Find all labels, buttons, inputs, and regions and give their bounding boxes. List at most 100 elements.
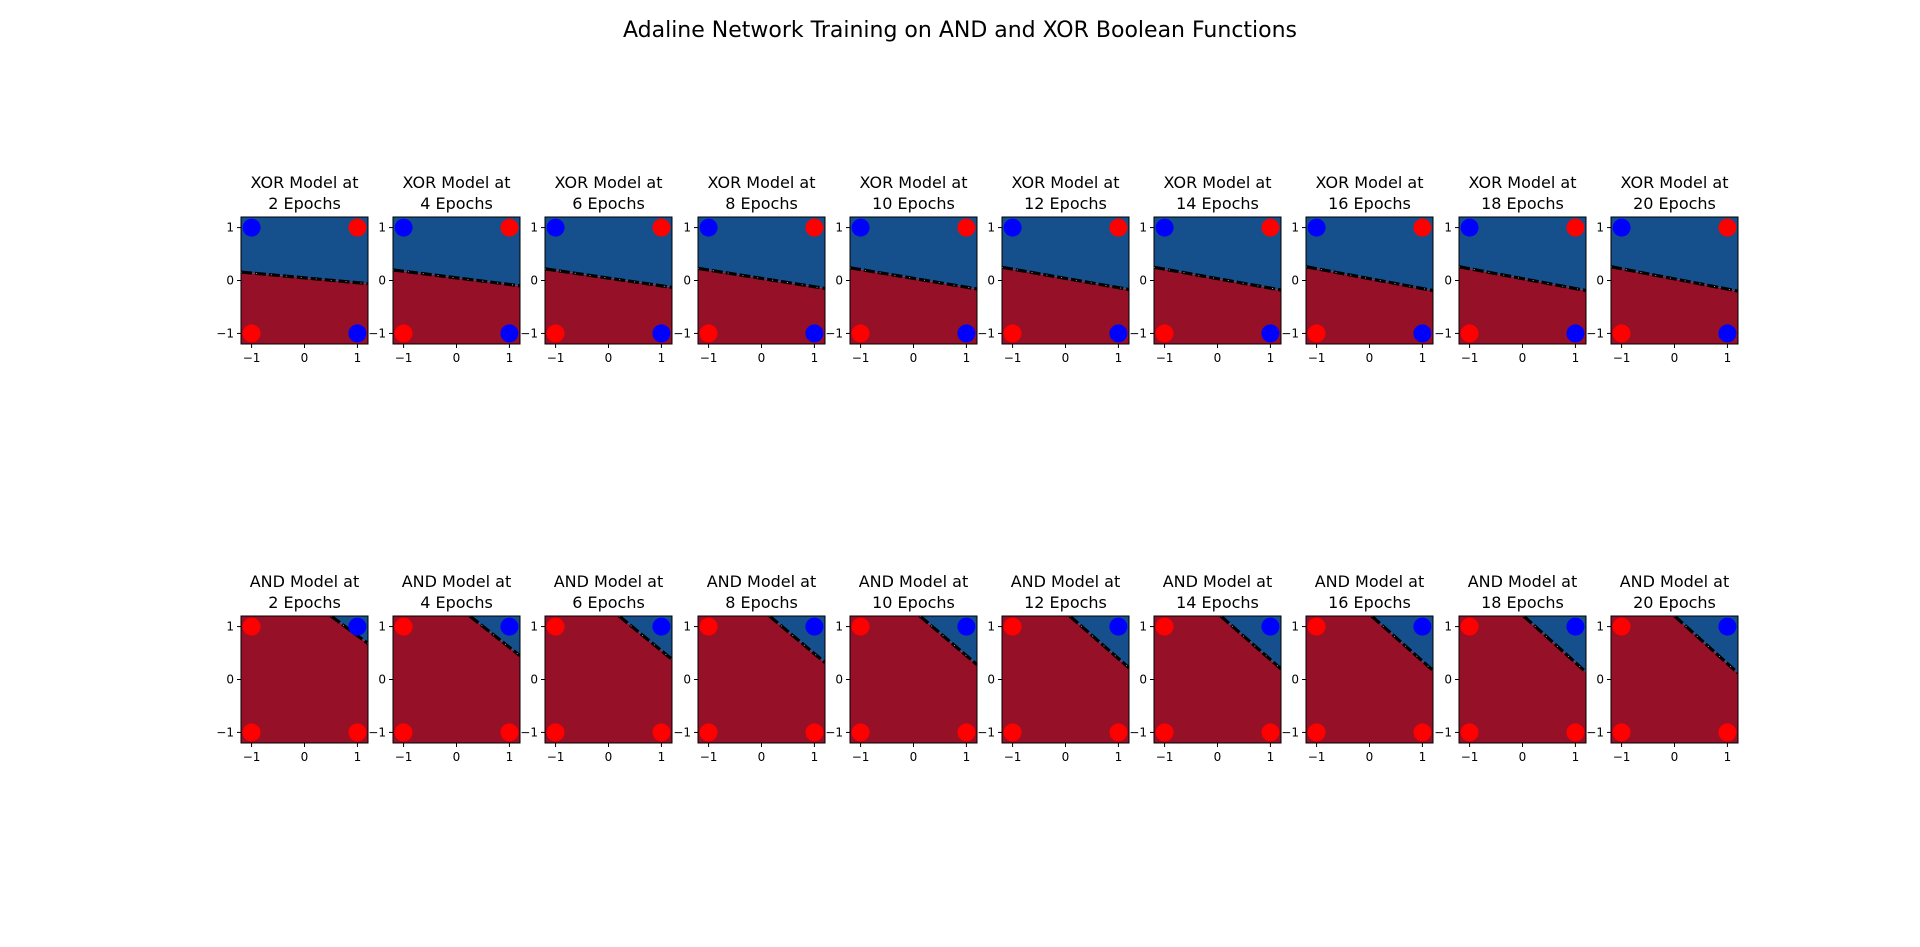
y-tick-label: 0	[1596, 274, 1604, 288]
subplot-title: 16 Epochs	[1328, 194, 1411, 213]
x-tick-label: −1	[1613, 750, 1631, 764]
subplot-title: 4 Epochs	[420, 593, 493, 612]
x-tick-label: 0	[758, 750, 766, 764]
negative-data-point	[242, 723, 261, 742]
x-tick-label: −1	[700, 750, 718, 764]
y-tick-label: 0	[1291, 673, 1299, 687]
positive-data-point	[1718, 324, 1737, 343]
decision-regions	[1611, 616, 1738, 743]
y-tick-label: −1	[216, 326, 234, 340]
y-tick-label: 1	[1596, 620, 1604, 634]
x-tick-label: −1	[852, 750, 870, 764]
x-tick-label: 1	[811, 351, 819, 365]
negative-data-point	[1612, 723, 1631, 742]
x-tick-label: 1	[1115, 750, 1123, 764]
x-tick-label: −1	[1004, 351, 1022, 365]
subplot-title: 6 Epochs	[572, 194, 645, 213]
positive-data-point	[1566, 617, 1585, 636]
subplot-title: AND Model at	[402, 572, 512, 591]
decision-boundary	[1068, 616, 1129, 670]
negative-data-point	[699, 723, 718, 742]
x-tick-label: −1	[852, 351, 870, 365]
x-tick-label: 0	[301, 750, 309, 764]
and-subplot-1: −1 0 1 −1 0 1 AND Model at 2 Epochs	[216, 572, 369, 764]
positive-data-point	[1718, 617, 1737, 636]
negative-class-region	[393, 616, 520, 743]
and-subplot-7: −1 0 1 −1 0 1 AND Model at 14 Epochs	[1129, 572, 1282, 764]
x-tick-label: 0	[1062, 750, 1070, 764]
decision-regions	[1306, 217, 1433, 344]
subplot-title: XOR Model at	[860, 173, 968, 192]
decision-boundary	[468, 616, 520, 657]
negative-class-region	[241, 616, 368, 743]
negative-data-point	[1109, 218, 1128, 237]
negative-data-point	[1003, 324, 1022, 343]
positive-data-point	[1003, 218, 1022, 237]
negative-data-point	[1413, 218, 1432, 237]
xor-subplot-1: −1 0 1 −1 0 1 XOR Model at 2 Epochs	[216, 173, 369, 365]
subplot-title: 16 Epochs	[1328, 593, 1411, 612]
negative-data-point	[652, 723, 671, 742]
y-tick-label: 1	[987, 221, 995, 235]
y-tick-label: 1	[1139, 221, 1147, 235]
negative-data-point	[394, 617, 413, 636]
positive-data-point	[546, 218, 565, 237]
and-subplot-3: −1 0 1 −1 0 1 AND Model at 6 Epochs	[520, 572, 673, 764]
negative-data-point	[1109, 723, 1128, 742]
decision-regions	[1154, 616, 1281, 743]
negative-class-region	[1002, 267, 1129, 344]
negative-class-region	[850, 616, 977, 743]
and-subplot-8: −1 0 1 −1 0 1 AND Model at 16 Epochs	[1281, 572, 1434, 764]
subplot-title: 8 Epochs	[725, 194, 798, 213]
y-tick-label: −1	[825, 326, 843, 340]
xor-subplot-8: −1 0 1 −1 0 1 XOR Model at 16 Epochs	[1281, 173, 1434, 365]
decision-boundary	[618, 616, 672, 661]
subplot-title: XOR Model at	[1164, 173, 1272, 192]
x-tick-label: 0	[1671, 750, 1679, 764]
xor-subplot-9: −1 0 1 −1 0 1 XOR Model at 18 Epochs	[1434, 173, 1587, 365]
y-tick-label: −1	[1586, 326, 1604, 340]
y-tick-label: 1	[530, 620, 538, 634]
negative-data-point	[851, 324, 870, 343]
subplot-title: AND Model at	[1468, 572, 1578, 591]
x-tick-label: 1	[1115, 351, 1123, 365]
subplot-title: XOR Model at	[1469, 173, 1577, 192]
decision-regions	[850, 616, 977, 743]
decision-regions	[1459, 217, 1586, 344]
subplot-title: XOR Model at	[1621, 173, 1729, 192]
decision-boundary	[393, 268, 520, 288]
y-tick-label: −1	[673, 725, 691, 739]
subplot-title: XOR Model at	[403, 173, 511, 192]
positive-data-point	[699, 218, 718, 237]
xor-subplot-3: −1 0 1 −1 0 1 XOR Model at 6 Epochs	[520, 173, 673, 365]
subplot-title: 18 Epochs	[1481, 593, 1564, 612]
positive-data-point	[1612, 218, 1631, 237]
y-tick-label: 1	[1444, 221, 1452, 235]
x-tick-label: −1	[547, 750, 565, 764]
xor-subplot-10: −1 0 1 −1 0 1 XOR Model at 20 Epochs	[1586, 173, 1739, 365]
and-subplot-9: −1 0 1 −1 0 1 AND Model at 18 Epochs	[1434, 572, 1587, 764]
positive-data-point	[1109, 617, 1128, 636]
negative-data-point	[1261, 723, 1280, 742]
x-tick-label: 1	[963, 750, 971, 764]
y-tick-label: 0	[683, 274, 691, 288]
negative-data-point	[348, 218, 367, 237]
decision-boundary	[1306, 265, 1433, 293]
x-tick-label: −1	[1308, 351, 1326, 365]
decision-boundary	[850, 266, 977, 291]
negative-data-point	[242, 324, 261, 343]
subplot-grid: −1 0 1 −1 0 1 XOR Model at 2 Epochs −1 0 1 −1 0 1 XOR …	[216, 173, 1739, 764]
x-tick-label: 1	[1267, 750, 1275, 764]
y-tick-label: 0	[530, 673, 538, 687]
y-tick-label: −1	[673, 326, 691, 340]
y-tick-label: 1	[835, 221, 843, 235]
subplot-title: 18 Epochs	[1481, 194, 1564, 213]
x-tick-label: 0	[1214, 750, 1222, 764]
subplot-title: 20 Epochs	[1633, 593, 1716, 612]
y-tick-label: 1	[683, 620, 691, 634]
x-tick-label: 1	[811, 750, 819, 764]
negative-class-region	[1154, 267, 1281, 344]
x-tick-label: −1	[1461, 351, 1479, 365]
negative-data-point	[546, 324, 565, 343]
subplot-title: 8 Epochs	[725, 593, 798, 612]
